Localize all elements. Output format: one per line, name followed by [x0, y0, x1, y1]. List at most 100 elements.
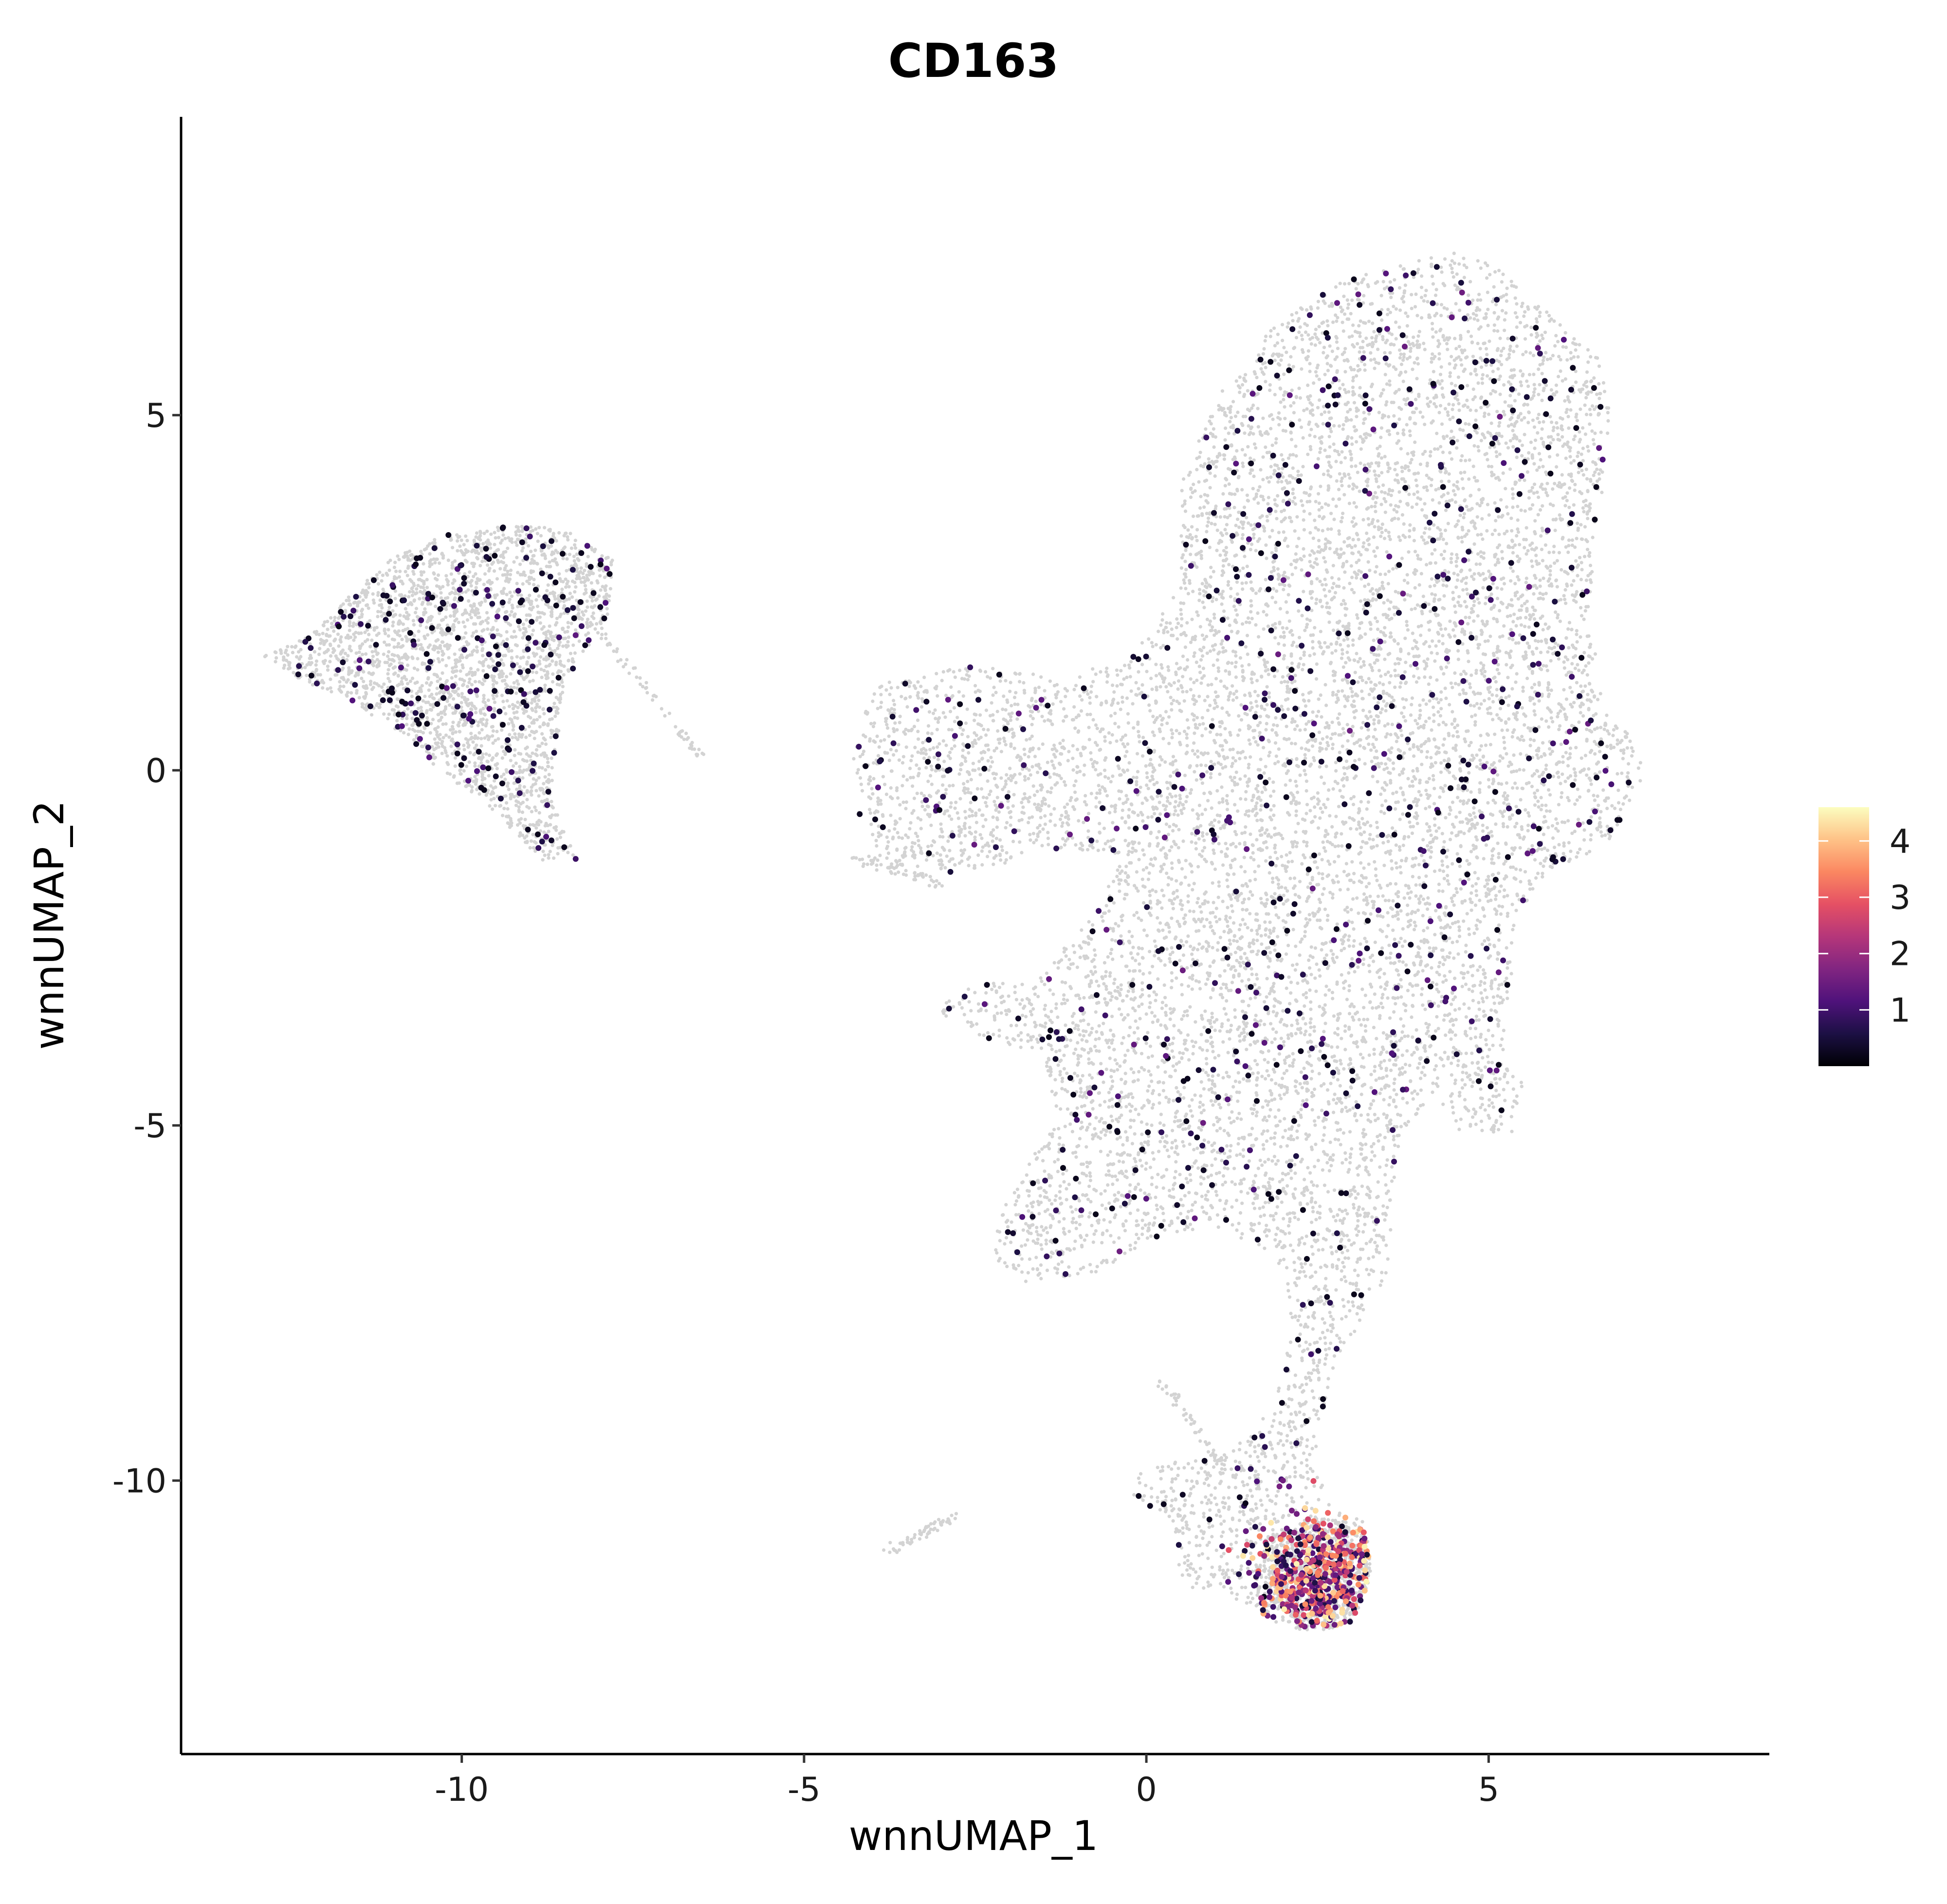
- background-cell: [503, 752, 507, 757]
- background-cell: [353, 660, 357, 664]
- background-cell: [1052, 743, 1056, 747]
- background-cell: [1430, 577, 1434, 581]
- background-cell: [558, 835, 562, 839]
- background-cell: [532, 554, 536, 558]
- background-cell: [1227, 563, 1231, 567]
- background-cell: [1446, 849, 1450, 852]
- background-cell: [353, 635, 357, 639]
- background-cell: [482, 694, 486, 698]
- background-cell: [495, 767, 499, 771]
- background-cell: [558, 832, 562, 835]
- background-cell: [1422, 538, 1426, 542]
- background-cell: [871, 792, 875, 796]
- background-cell: [573, 590, 577, 594]
- background-cell: [1196, 1471, 1200, 1475]
- background-cell: [1498, 374, 1502, 378]
- background-cell: [577, 639, 581, 643]
- background-cell: [1268, 388, 1272, 392]
- background-cell: [464, 534, 468, 538]
- background-cell: [916, 729, 920, 734]
- background-cell: [533, 548, 537, 552]
- background-cell: [423, 607, 427, 611]
- background-cell: [360, 676, 364, 681]
- background-cell: [1499, 1114, 1503, 1118]
- background-cell: [1317, 1072, 1321, 1075]
- background-cell: [1364, 681, 1368, 684]
- background-cell: [1442, 672, 1446, 676]
- background-cell: [1147, 1084, 1151, 1088]
- background-cell: [1498, 889, 1502, 893]
- background-cell: [1119, 987, 1123, 991]
- background-cell: [1409, 461, 1413, 465]
- background-cell: [347, 666, 351, 670]
- background-cell: [1209, 1173, 1213, 1177]
- background-cell: [533, 840, 536, 844]
- background-cell: [555, 683, 559, 686]
- background-cell: [446, 583, 450, 587]
- background-cell: [1304, 330, 1308, 334]
- background-cell: [525, 662, 529, 666]
- background-cell: [556, 711, 560, 715]
- background-cell: [1189, 788, 1194, 792]
- background-cell: [1328, 1140, 1332, 1144]
- background-cell: [1194, 1020, 1197, 1024]
- background-cell: [1350, 921, 1354, 924]
- background-cell: [278, 648, 282, 652]
- background-cell: [1204, 1071, 1208, 1074]
- background-cell: [531, 629, 535, 632]
- background-cell: [534, 730, 538, 734]
- background-cell: [539, 655, 543, 659]
- background-cell: [518, 831, 522, 835]
- background-cell: [1198, 1105, 1202, 1109]
- background-cell: [436, 735, 440, 739]
- background-cell: [444, 664, 448, 667]
- background-cell: [1143, 1191, 1147, 1195]
- background-cell: [500, 693, 504, 698]
- background-cell: [506, 807, 510, 811]
- background-cell: [1493, 501, 1497, 505]
- background-cell: [1086, 848, 1090, 851]
- background-cell: [1208, 623, 1212, 627]
- background-cell: [1121, 1143, 1125, 1147]
- background-cell: [1348, 581, 1352, 586]
- background-cell: [512, 560, 516, 564]
- background-cell: [420, 744, 424, 748]
- background-cell: [507, 600, 511, 604]
- background-cell: [491, 729, 495, 733]
- background-cell: [549, 565, 552, 569]
- background-cell: [568, 592, 572, 595]
- background-cell: [343, 609, 348, 612]
- background-cell: [1554, 383, 1558, 387]
- background-cell: [1469, 740, 1473, 744]
- background-cell: [1630, 785, 1634, 789]
- background-cell: [521, 582, 525, 586]
- background-cell: [367, 632, 371, 636]
- background-cell: [459, 669, 462, 673]
- background-cell: [1631, 749, 1635, 753]
- background-cell: [1049, 786, 1053, 790]
- background-cell: [491, 683, 496, 686]
- background-cell: [338, 680, 342, 684]
- background-cell: [1450, 722, 1454, 726]
- background-cell: [1259, 758, 1263, 761]
- background-cell: [393, 597, 397, 601]
- background-cell: [412, 738, 416, 742]
- background-cell: [507, 722, 511, 726]
- background-cell: [566, 579, 570, 583]
- background-cell: [1386, 670, 1390, 674]
- background-cell: [511, 606, 514, 610]
- background-cell: [473, 670, 477, 675]
- background-cell: [496, 529, 500, 533]
- background-cell: [567, 585, 571, 589]
- background-cell: [502, 706, 506, 710]
- background-cell: [408, 549, 412, 553]
- background-cell: [515, 787, 519, 792]
- background-cell: [1473, 870, 1477, 875]
- background-cell: [1398, 356, 1402, 360]
- background-cell: [1129, 1118, 1133, 1122]
- background-cell: [1253, 878, 1257, 882]
- background-cell: [509, 758, 513, 762]
- background-cell: [988, 850, 992, 853]
- background-cell: [555, 653, 559, 657]
- background-cell: [1460, 454, 1464, 458]
